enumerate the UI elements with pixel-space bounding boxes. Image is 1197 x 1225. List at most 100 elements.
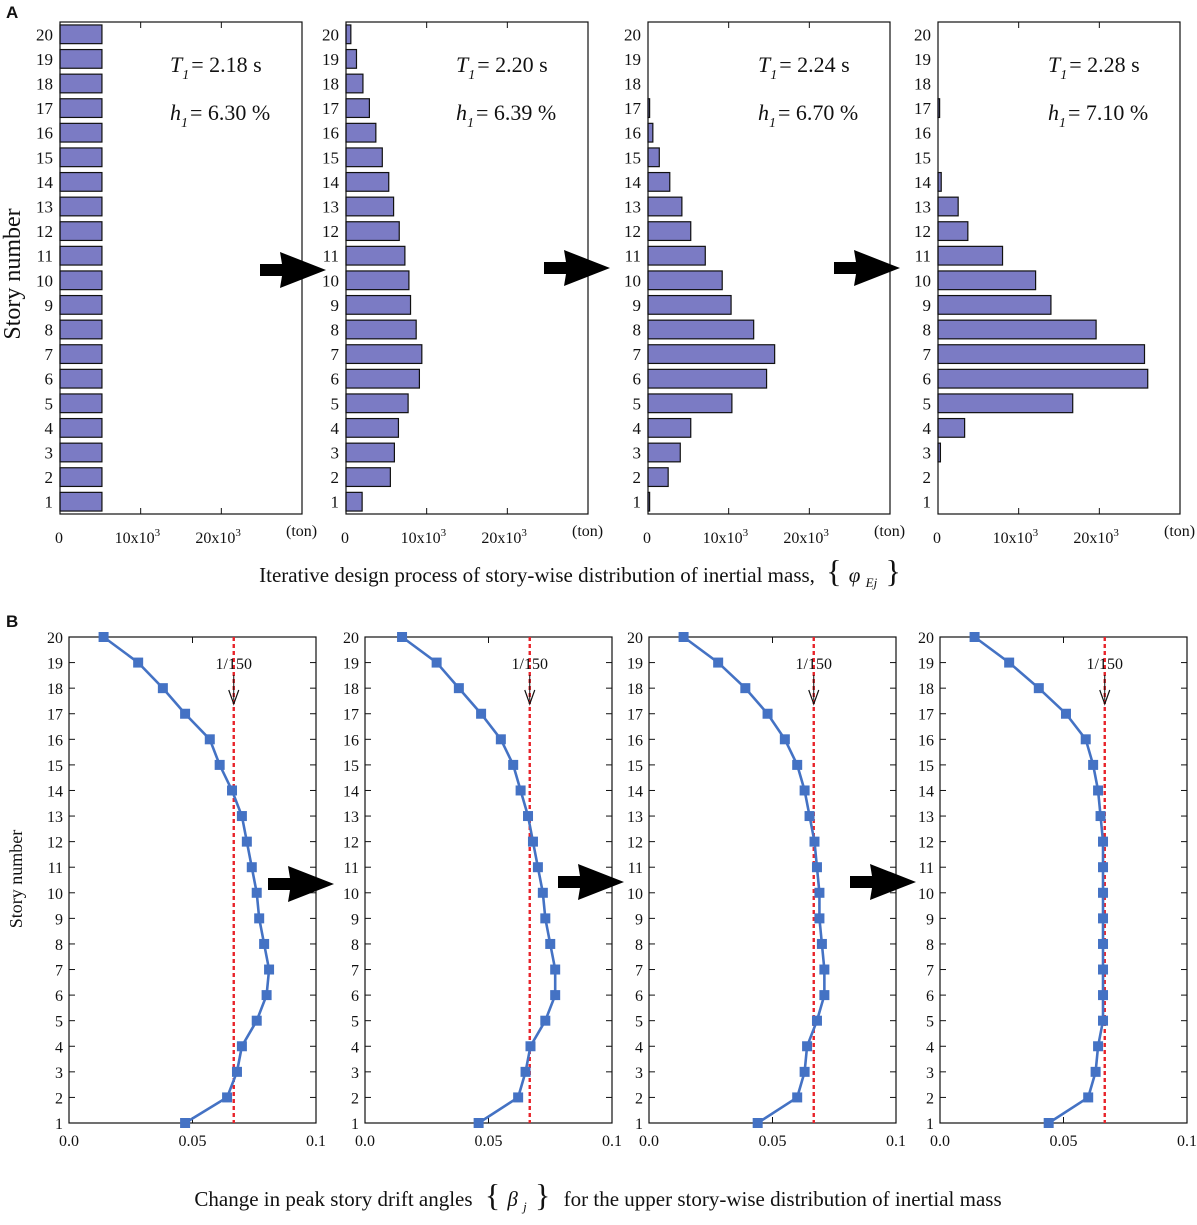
x-tick-label-base: 20x10 <box>1073 530 1113 547</box>
bar-story-8 <box>647 319 755 340</box>
y-tick-label: 7 <box>351 963 359 980</box>
drift-point-story-12 <box>527 836 538 847</box>
bar-story-7 <box>937 344 1146 365</box>
y-tick-label: 12 <box>627 835 643 852</box>
y-tick-label: 3 <box>351 1065 359 1082</box>
x-tick-label: 0 <box>55 530 63 547</box>
y-tick-label: 11 <box>344 860 359 877</box>
drift-point-story-11 <box>246 862 257 873</box>
bar-story-12 <box>59 221 103 242</box>
drift-point-story-16 <box>204 734 215 745</box>
drift-point-story-8 <box>816 938 827 949</box>
bar-story-10 <box>937 270 1037 291</box>
y-tick-label: 13 <box>322 198 339 217</box>
drift-point-story-16 <box>779 734 790 745</box>
y-tick-label: 7 <box>45 345 54 364</box>
x-tick-label-exponent: 3 <box>235 527 241 539</box>
y-tick-label: 4 <box>331 419 340 438</box>
bar-story-6 <box>937 368 1149 389</box>
period-value: = 2.28 s <box>1069 52 1139 77</box>
bar-story-19 <box>345 48 358 69</box>
y-tick-label: 13 <box>343 809 359 826</box>
y-tick-label: 17 <box>627 707 643 724</box>
y-tick-label: 10 <box>47 886 63 903</box>
bar-story-18 <box>345 73 364 94</box>
x-tick-label-exponent: 3 <box>441 527 447 539</box>
caption-b-text-after: for the upper story-wise distribution of… <box>564 1187 1002 1211</box>
y-tick-label: 5 <box>635 1014 643 1031</box>
panel-b-ylabel: Story number <box>6 830 26 929</box>
bar-story-4 <box>937 417 966 438</box>
period-annotation: T1= 2.18 s <box>170 52 262 83</box>
y-tick-label: 7 <box>923 345 932 364</box>
y-tick-label: 11 <box>323 247 339 266</box>
y-tick-label: 19 <box>914 50 931 69</box>
drift-point-story-19 <box>431 657 442 668</box>
drift-point-story-12 <box>241 836 252 847</box>
bar-story-4 <box>647 417 692 438</box>
bar-story-13 <box>345 196 395 217</box>
y-tick-label: 9 <box>635 911 643 928</box>
bar-story-13 <box>937 196 959 217</box>
bar-story-14 <box>59 171 103 192</box>
y-tick-label: 3 <box>926 1065 934 1082</box>
y-tick-label: 9 <box>55 911 63 928</box>
bar-story-9 <box>345 294 412 315</box>
y-tick-label: 18 <box>47 681 63 698</box>
y-tick-label: 11 <box>37 247 53 266</box>
x-tick-label-base: 10x10 <box>703 530 743 547</box>
y-tick-label: 4 <box>351 1039 359 1056</box>
drift-point-story-17 <box>1060 708 1071 719</box>
drift-point-story-3 <box>799 1066 810 1077</box>
drift-point-story-9 <box>814 913 825 924</box>
drift-point-story-5 <box>811 1015 822 1026</box>
x-tick-label: 10x103 <box>115 527 161 547</box>
iteration-arrow <box>834 250 900 286</box>
y-tick-label: 15 <box>47 758 63 775</box>
y-tick-label: 20 <box>914 25 931 44</box>
caption-b-text-before: Change in peak story drift angles <box>194 1187 472 1211</box>
y-tick-label: 12 <box>343 835 359 852</box>
x-tick-label: 20x103 <box>195 527 241 547</box>
y-tick-label: 15 <box>343 758 359 775</box>
bar-story-4 <box>345 417 400 438</box>
drift-point-story-4 <box>236 1041 247 1052</box>
y-tick-label: 19 <box>36 50 53 69</box>
x-unit-label: (ton) <box>572 523 603 540</box>
y-tick-label: 9 <box>351 911 359 928</box>
caption-a-text: Iterative design process of story-wise d… <box>259 563 815 587</box>
y-tick-label: 20 <box>322 25 339 44</box>
y-tick-label: 2 <box>331 468 340 487</box>
x-tick-label: 0.0 <box>355 1133 375 1150</box>
drift-point-story-16 <box>1080 734 1091 745</box>
bar-story-2 <box>345 467 391 488</box>
x-tick-label: 0.05 <box>179 1133 207 1150</box>
y-tick-label: 13 <box>918 809 934 826</box>
bar-story-6 <box>647 368 768 389</box>
y-tick-label: 6 <box>635 988 643 1005</box>
period-symbol: T <box>1048 52 1062 77</box>
y-tick-label: 1 <box>45 493 54 512</box>
caption-a-brace-open: { <box>826 553 841 589</box>
drift-point-story-5 <box>1098 1015 1109 1026</box>
x-tick-label: 0.1 <box>1177 1133 1197 1150</box>
x-tick-label: 0.0 <box>639 1133 659 1150</box>
drift-point-story-10 <box>537 887 548 898</box>
y-tick-label: 14 <box>343 783 359 800</box>
drift-point-story-14 <box>799 785 810 796</box>
drift-limit-label: 1/150 <box>796 656 832 673</box>
y-tick-label: 5 <box>331 394 340 413</box>
y-tick-label: 10 <box>36 271 53 290</box>
y-tick-label: 7 <box>926 963 934 980</box>
drift-point-story-9 <box>540 913 551 924</box>
period-symbol: T <box>456 52 470 77</box>
bar-story-5 <box>345 393 409 414</box>
bar-story-1 <box>345 491 363 512</box>
y-tick-label: 3 <box>635 1065 643 1082</box>
